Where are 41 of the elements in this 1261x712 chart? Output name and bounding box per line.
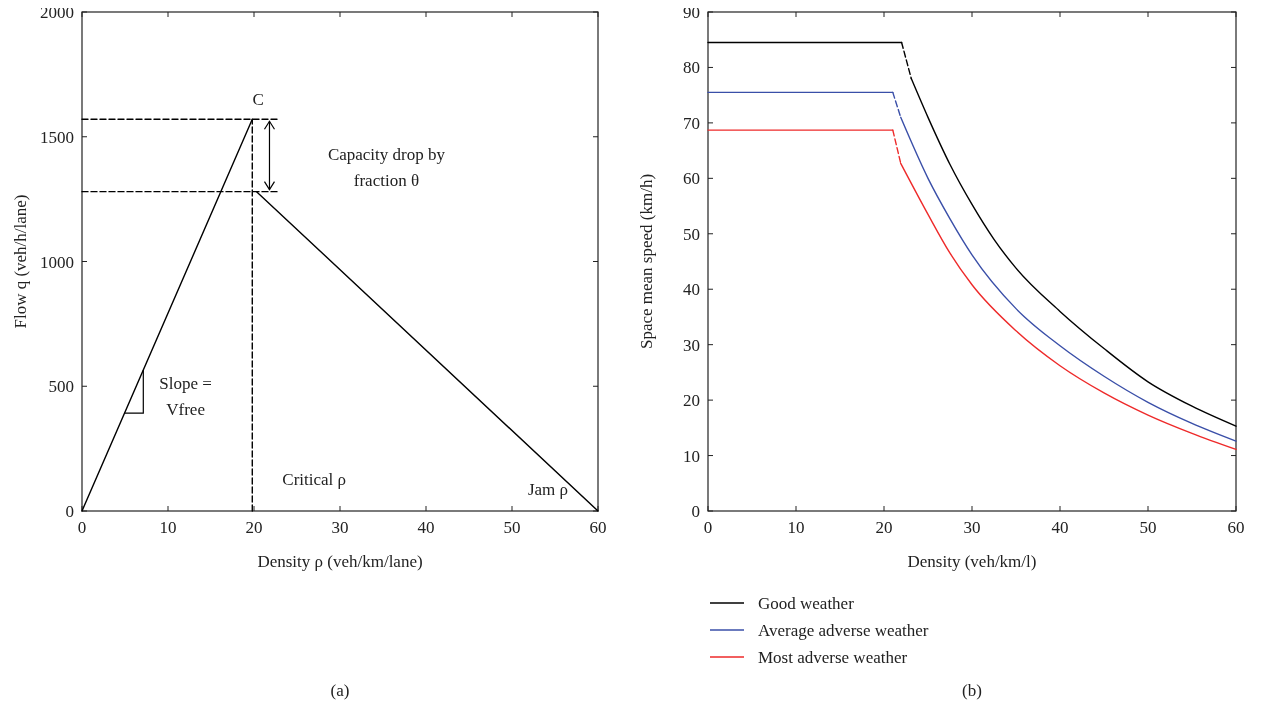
y-tick-label: 1500 [40,127,74,147]
annotation: C [252,90,264,110]
x-tick-label: 20 [875,518,893,537]
annotation: Capacity drop by fraction θ [327,144,446,190]
y-tick-label: 40 [683,280,700,300]
legend-label: Most adverse weather [758,648,908,667]
legend-label: Average adverse weather [758,621,929,640]
y-tick-label: 80 [683,58,700,78]
annotation: Jam ρ [527,479,569,499]
x-tick-label: 0 [77,518,87,537]
y-tick-label: 1000 [40,252,74,272]
y-axis-title: Flow q (veh/h/lane) [11,194,30,329]
x-tick-label: 30 [963,518,981,537]
y-tick-label: 20 [683,391,700,411]
annotation: Slope = Vfree [159,374,212,420]
y-tick-label: 30 [683,335,700,355]
x-tick-label: 40 [1051,518,1069,537]
annotation: Critical ρ [282,469,347,489]
y-tick-label: 70 [683,113,700,133]
x-tick-label: 20 [245,518,263,537]
x-tick-label: 50 [1139,518,1157,537]
x-tick-label: 10 [787,518,805,537]
text: (b) [962,681,982,700]
y-tick-label: 0 [65,502,74,521]
y-axis-title: Space mean speed (km/h) [637,173,656,350]
x-tick-label: 0 [703,518,713,537]
x-axis-title: Density ρ (veh/km/lane) [257,552,423,571]
y-tick-label: 60 [683,169,700,189]
y-tick-label: 0 [691,502,700,521]
x-tick-label: 60 [1227,518,1245,537]
y-tick-label: 500 [48,377,74,397]
x-tick-label: 50 [503,518,521,537]
y-tick-label: 10 [683,446,700,466]
text: (a) [330,681,350,700]
x-tick-label: 10 [159,518,177,537]
x-axis-title: Density (veh/km/l) [907,552,1037,571]
y-tick-label: 50 [683,224,700,244]
x-tick-label: 30 [331,518,349,537]
x-tick-label: 40 [417,518,435,537]
x-tick-label: 60 [589,518,607,537]
legend-label: Good weather [758,594,855,613]
